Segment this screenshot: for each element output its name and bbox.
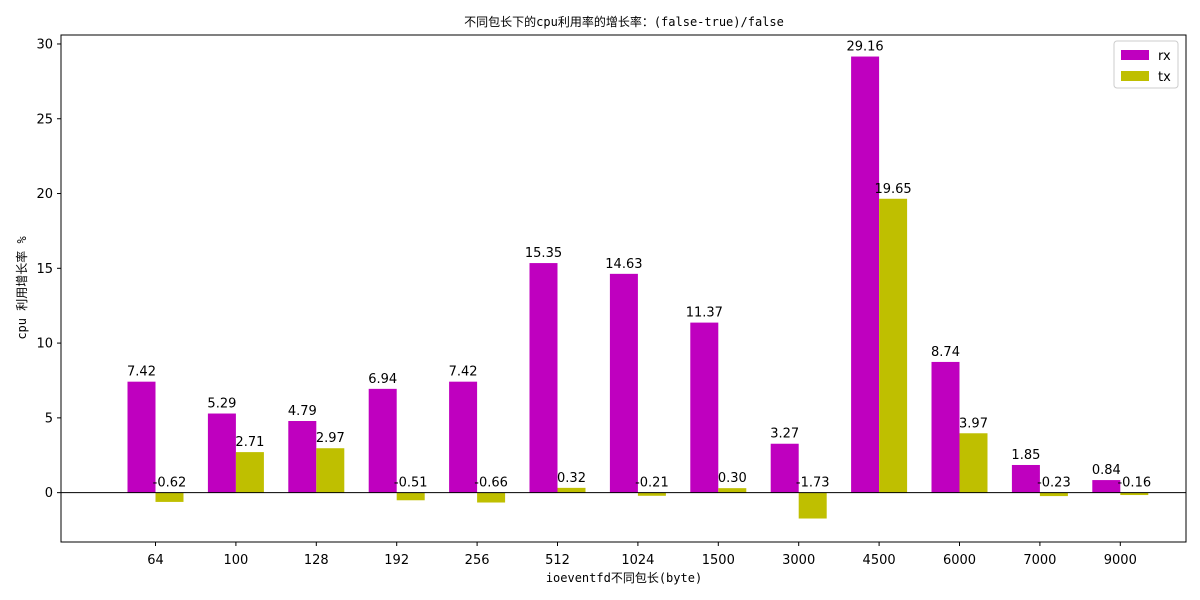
bar-tx-7000	[1039, 492, 1068, 497]
bar-tx-1024	[637, 492, 666, 496]
x-tick-label: 4500	[863, 553, 896, 568]
data-label-rx-1024: 14.63	[605, 257, 642, 272]
legend-label-tx: tx	[1158, 70, 1171, 85]
bar-rx-4500	[851, 56, 880, 493]
data-label-tx-100: 2.71	[235, 435, 264, 450]
data-label-rx-192: 6.94	[368, 372, 397, 387]
x-tick-label: 256	[465, 553, 490, 568]
bar-tx-6000	[959, 433, 988, 493]
plot-area: 7.42 5.29 4.79 6.94 7.42 15.35 14.63 11.37 3.27 2…	[61, 40, 1186, 519]
data-label-rx-512: 15.35	[525, 246, 562, 261]
bar-tx-9000	[1120, 492, 1149, 496]
plot-frame	[60, 34, 1187, 543]
data-label-tx-128: 2.97	[316, 431, 345, 446]
x-tick-label: 1500	[702, 553, 735, 568]
data-label-rx-64: 7.42	[127, 365, 156, 380]
legend: rx tx	[1113, 40, 1179, 89]
data-label-rx-128: 4.79	[288, 404, 317, 419]
bar-rx-128	[288, 421, 317, 493]
data-label-tx-9000: -0.16	[1117, 476, 1151, 491]
y-tick-label: 15	[36, 262, 53, 277]
bar-rx-1500	[690, 322, 719, 493]
data-label-tx-512: 0.32	[557, 471, 586, 486]
x-tick-label: 7000	[1023, 553, 1056, 568]
bar-rx-1024	[609, 273, 638, 493]
y-tick-label: 25	[36, 112, 53, 127]
bar-rx-64	[127, 381, 156, 493]
data-label-rx-100: 5.29	[207, 397, 236, 412]
y-tick-label: 30	[36, 37, 53, 52]
data-label-tx-7000: -0.23	[1037, 476, 1071, 491]
data-label-tx-64: -0.62	[153, 476, 187, 491]
bar-tx-192	[396, 492, 425, 501]
x-tick-label: 512	[545, 553, 570, 568]
data-label-rx-256: 7.42	[449, 365, 478, 380]
x-tick-label: 64	[147, 553, 164, 568]
data-label-rx-4500: 29.16	[846, 40, 883, 55]
x-tick-label: 9000	[1104, 553, 1137, 568]
data-label-tx-1024: -0.21	[635, 476, 669, 491]
legend-swatch-tx	[1121, 71, 1149, 81]
bar-tx-128	[316, 448, 345, 493]
bar-tx-1500	[718, 488, 747, 493]
bar-rx-7000	[1011, 464, 1040, 493]
data-label-rx-1500: 11.37	[686, 306, 723, 321]
x-axis-label: ioeventfd不同包长(byte)	[546, 571, 702, 585]
bar-tx-64	[155, 492, 184, 502]
y-tick-label: 20	[36, 187, 53, 202]
bar-rx-3000	[770, 443, 799, 493]
legend-label-rx: rx	[1158, 49, 1171, 64]
data-label-tx-3000: -1.73	[796, 476, 830, 491]
x-axis: 64 100 128 192 256 512 1024 1500 3000 4500 6000 700…	[147, 542, 1137, 568]
y-tick-label: 0	[45, 486, 53, 501]
data-label-tx-4500: 19.65	[874, 182, 911, 197]
x-tick-label: 1024	[621, 553, 654, 568]
bar-rx-512	[529, 263, 558, 493]
bar-rx-192	[368, 388, 397, 493]
data-label-tx-1500: 0.30	[718, 471, 747, 486]
bar-tx-4500	[879, 198, 908, 493]
data-label-tx-6000: 3.97	[959, 416, 988, 431]
bar-tx-3000	[798, 492, 827, 519]
x-tick-label: 100	[223, 553, 248, 568]
chart-title: 不同包长下的cpu利用率的增长率：(false-true)/false	[464, 14, 784, 29]
data-label-tx-192: -0.51	[394, 476, 428, 491]
x-tick-label: 128	[304, 553, 329, 568]
y-tick-label: 5	[45, 411, 53, 426]
bar-rx-256	[449, 381, 478, 493]
x-tick-label: 3000	[782, 553, 815, 568]
x-tick-label: 6000	[943, 553, 976, 568]
y-tick-label: 10	[36, 337, 53, 352]
bar-tx-256	[477, 492, 506, 503]
bar-tx-100	[235, 452, 264, 493]
bar-rx-9000	[1092, 480, 1121, 493]
data-label-tx-256: -0.66	[474, 476, 508, 491]
legend-swatch-rx	[1121, 50, 1149, 60]
bar-rx-100	[207, 413, 236, 493]
y-axis-label: cpu 利用增长率 %	[14, 236, 29, 340]
data-label-rx-7000: 1.85	[1011, 448, 1040, 463]
x-tick-label: 192	[384, 553, 409, 568]
bar-tx-512	[557, 487, 586, 493]
y-axis: 0 5 10 15 20 25 30	[36, 37, 61, 501]
data-label-rx-9000: 0.84	[1092, 463, 1121, 478]
data-label-rx-6000: 8.74	[931, 345, 960, 360]
bar-rx-6000	[931, 361, 960, 493]
data-label-rx-3000: 3.27	[770, 427, 799, 442]
